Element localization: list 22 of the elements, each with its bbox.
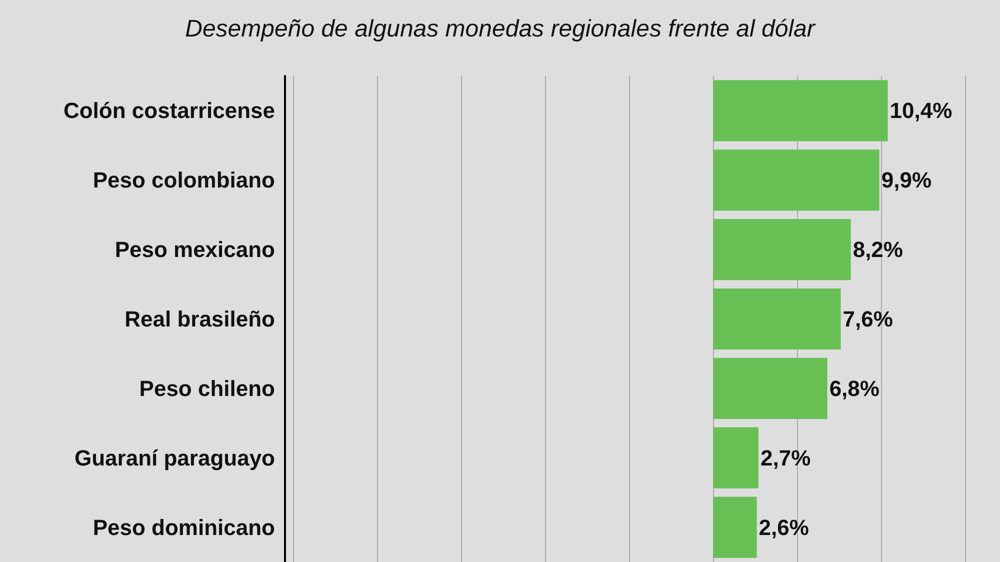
- bar: [713, 358, 828, 419]
- y-tick-label: Peso dominicano: [92, 514, 275, 540]
- bar: [713, 288, 841, 350]
- data-label: 6,8%: [829, 376, 880, 401]
- y-tick-label: Peso mexicano: [114, 237, 275, 262]
- y-tick-label: Guaraní paraguayo: [74, 445, 275, 470]
- chart-title: Desempeño de algunas monedas regionales frente al dólar: [185, 16, 816, 42]
- data-label: 8,2%: [852, 237, 903, 262]
- y-tick-label: Peso chileno: [139, 376, 275, 401]
- bar: [713, 219, 851, 280]
- data-label: 10,4%: [890, 98, 952, 124]
- bar: [713, 150, 880, 211]
- bar: [713, 427, 758, 488]
- y-tick-label: Colón costarricense: [63, 98, 275, 124]
- bar: [713, 496, 757, 558]
- bar: [713, 80, 888, 142]
- y-tick-label: Peso colombiano: [92, 168, 275, 193]
- data-label: 9,9%: [881, 168, 932, 193]
- data-label: 2,6%: [758, 514, 809, 540]
- data-label: 7,6%: [842, 306, 893, 332]
- y-tick-label: Real brasileño: [124, 306, 275, 332]
- data-label: 2,7%: [760, 445, 811, 470]
